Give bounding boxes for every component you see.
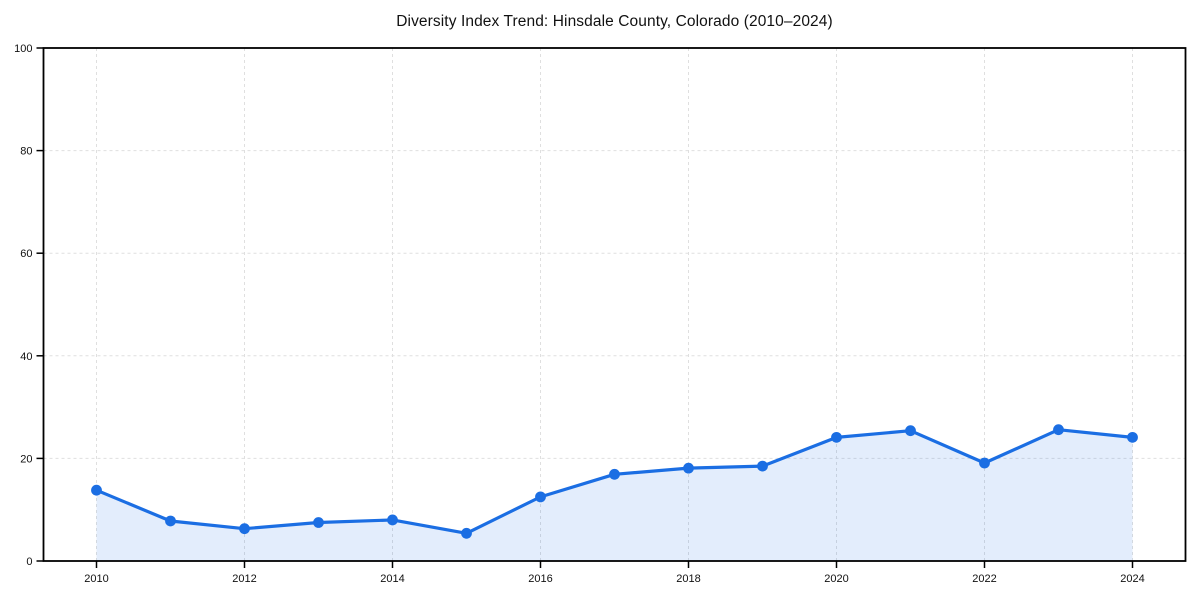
y-axis-tick-label: 80 [20, 146, 32, 158]
data-point [313, 517, 324, 528]
x-axis-tick-label: 2024 [1120, 573, 1144, 585]
y-axis-tick-label: 0 [26, 556, 32, 568]
data-point [683, 462, 694, 474]
data-point [979, 457, 990, 469]
data-point [239, 523, 250, 535]
plot-border [42, 47, 1187, 562]
y-axis-tick-label: 100 [14, 43, 32, 55]
data-point [91, 484, 102, 496]
data-point [535, 491, 546, 503]
data-point [905, 425, 916, 437]
data-point [609, 468, 620, 480]
data-point [165, 515, 176, 527]
data-point [1127, 431, 1138, 443]
data-point [831, 431, 842, 443]
x-axis-tick-label: 2020 [824, 573, 848, 585]
x-axis-tick-label: 2012 [232, 573, 256, 585]
x-axis-tick-label: 2010 [84, 573, 108, 585]
data-point [387, 514, 398, 526]
x-axis-tick-label: 2018 [676, 573, 700, 585]
chart-title: Diversity Index Trend: Hinsdale County, … [396, 13, 833, 30]
x-axis-tick-label: 2022 [972, 573, 996, 585]
data-point [757, 460, 768, 472]
area-fill [96, 429, 1133, 561]
y-axis-tick-label: 20 [20, 453, 32, 465]
data-point [461, 527, 472, 539]
y-axis-tick-label: 60 [20, 248, 32, 260]
x-axis-tick-label: 2014 [380, 573, 404, 585]
x-axis-tick-label: 2016 [528, 573, 552, 585]
y-axis-tick-label: 40 [20, 351, 32, 363]
data-point [1053, 424, 1064, 436]
